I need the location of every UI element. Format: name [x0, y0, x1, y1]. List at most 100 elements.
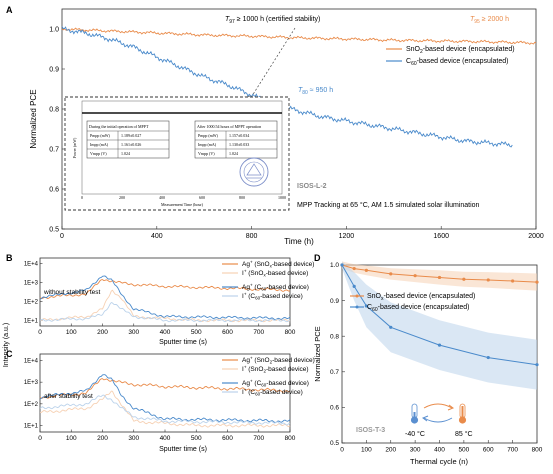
inset-xtick-label: 0 — [81, 195, 83, 200]
t97-annotation: T97 ≥ 1000 h (certified stability) — [225, 16, 320, 25]
panel-a-xtick-label: 1600 — [433, 233, 449, 240]
legend-a-sno2: SnO2-based device (encapsulated) — [406, 46, 515, 55]
t80-annotation: T80 ≈ 950 h — [298, 87, 333, 96]
inset-table-left: During the initial operation of MPPT Pmp… — [86, 120, 170, 159]
legend-sub: x — [270, 264, 273, 269]
sims-series-2-line — [39, 275, 291, 321]
panel-d-xtick-label: 200 — [385, 447, 396, 454]
isos-l2-label: ISOS-L-2 — [297, 183, 327, 190]
legend-rest: (SnO — [253, 261, 270, 268]
legend-tail: -based device) — [260, 293, 303, 300]
panel-d-ytick-label: 0.9 — [330, 298, 339, 305]
sims-ytick-label: 1E+2 — [24, 402, 39, 408]
legend-sub: 2 — [270, 360, 273, 365]
panel-d-series-0-point — [462, 277, 466, 281]
sims-ytick-label: 1E+4 — [24, 262, 39, 268]
legend-tail: -based device) — [266, 380, 309, 387]
panel-a-ytick-label: 0.5 — [49, 226, 59, 233]
inset-xtick-label: 600 — [199, 195, 205, 200]
legend-rest: (C — [246, 389, 255, 396]
sims-legend-entry: I+ (SnOx-based device) — [242, 269, 308, 278]
panel-d-series-0-point — [511, 279, 515, 283]
legend-sub: x — [263, 273, 266, 278]
panel-a-ytick-label: 0.8 — [49, 106, 59, 113]
sims-legend-entry: Ag+ (C60-based device) — [242, 379, 309, 388]
conditions-label: MPP Tracking at 65 °C, AM 1.5 simulated … — [297, 201, 480, 209]
panel-a-series-0-line — [61, 27, 537, 46]
panel-d-ytick-label: 0.5 — [330, 440, 339, 447]
legend-rest: (SnO — [246, 270, 263, 277]
legend-main: Ag — [242, 357, 250, 364]
panel-c-note: after stability test — [44, 393, 93, 400]
panel-a-xtick-label: 2000 — [528, 233, 544, 240]
legend-tail: -based device) — [266, 270, 309, 277]
legend-d-c60: C60-based device (encapsulated) — [367, 304, 469, 313]
inset-xtick-label: 400 — [159, 195, 165, 200]
panel-d-series-0-point — [535, 280, 539, 284]
legend-tail: -based device) — [266, 366, 309, 373]
legend-sup: + — [244, 365, 247, 370]
sims-xtick-label: 100 — [66, 329, 77, 336]
panel-d-series-0-point — [413, 274, 417, 278]
inset-plot-frame — [81, 100, 283, 195]
panel-d-series — [340, 261, 539, 390]
panel-d-ytick-label: 1.0 — [330, 262, 339, 269]
panel-d-series-0-point — [352, 266, 356, 271]
sims-xtick-label: 100 — [66, 435, 77, 442]
sims-series-2-line — [39, 374, 291, 424]
inset-xticks: 0 200 400 600 800 1000 — [81, 195, 286, 200]
inset-table-right-cell: 1.157±0.034 — [229, 133, 249, 138]
panel-d-ytick-label: 0.8 — [330, 333, 339, 340]
inset-table-left-cell: Pmpp (mW) — [90, 133, 111, 138]
sims-legend-entry: Ag+ (SnO2-based device) — [242, 356, 315, 365]
sims-xtick-label: 400 — [160, 435, 171, 442]
sims-legend-entry: I+ (C60-based device) — [242, 388, 303, 397]
panel-c-label: C — [6, 349, 13, 359]
panel-a-xtick-label: 400 — [151, 233, 163, 240]
panel-d-xtick-label: 600 — [483, 447, 494, 454]
sims-series-3-line — [39, 394, 291, 426]
panel-d-series-0-point — [389, 272, 393, 276]
panel-a-ytick-label: 0.7 — [49, 146, 59, 153]
sims-xtick-label: 0 — [38, 435, 42, 442]
legend-sub: 60 — [261, 383, 267, 388]
sims-ytick-label: 1E+1 — [24, 318, 39, 324]
legend-main: Ag — [242, 380, 250, 387]
sims-xtick-label: 200 — [97, 435, 108, 442]
inset-table-right-header: After 1000.54 hours of MPPT operation — [197, 124, 261, 129]
legend-sup: + — [250, 283, 253, 288]
sims-ytick-label: 1E+3 — [24, 380, 39, 386]
panel-d-series-1-point — [486, 355, 490, 360]
sims-series-1-line — [39, 390, 291, 428]
panel-a-xtick-label: 0 — [60, 233, 64, 240]
sims-xtick-label: 500 — [191, 329, 202, 336]
sims-xtick-label: 800 — [285, 435, 296, 442]
inset-table-left-cell: Impp (mA) — [90, 142, 109, 147]
panel-b-xlabel: Sputter time (s) — [159, 339, 207, 346]
sims-ytick-label: 1E+3 — [24, 281, 39, 287]
hot-thermometer-icon — [458, 403, 467, 424]
certification-seal-icon — [239, 157, 269, 187]
cold-thermometer-icon — [410, 403, 419, 424]
isos-t3-label: ISOS-T-3 — [356, 427, 385, 434]
legend-sup: + — [250, 356, 253, 361]
inset-ylabel: Power (mW) — [72, 137, 77, 158]
legend-tail: -based device) — [272, 261, 315, 268]
panel-d-series-1-point — [437, 343, 442, 347]
panel-d-series-1-point — [340, 263, 344, 267]
panel-d-xtick-label: 0 — [340, 447, 344, 454]
sims-legend-entry: Ag+ (SnOx-based device) — [242, 260, 314, 269]
panel-d-series-1-point — [389, 325, 393, 329]
legend-sup: + — [244, 292, 247, 297]
panel-d-label: D — [314, 253, 321, 263]
panel-b-ticks: 0 100 200 300 400 500 600 700 800 1E+1 1E+2 1E+3 1E+… — [24, 262, 296, 336]
inset-table-right: After 1000.54 hours of MPPT operation Pm… — [194, 120, 278, 159]
sims-xtick-label: 800 — [285, 329, 296, 336]
sims-xtick-label: 300 — [128, 329, 139, 336]
panel-d-ticks: 0 100 200 300 400 500 600 700 800 0.5 0.6 0.7 0.8 0.9… — [330, 262, 543, 453]
panel-d-series-0-point — [486, 278, 490, 282]
legend-main: Ag — [242, 261, 250, 268]
panel-d-xtick-label: 800 — [532, 447, 543, 454]
